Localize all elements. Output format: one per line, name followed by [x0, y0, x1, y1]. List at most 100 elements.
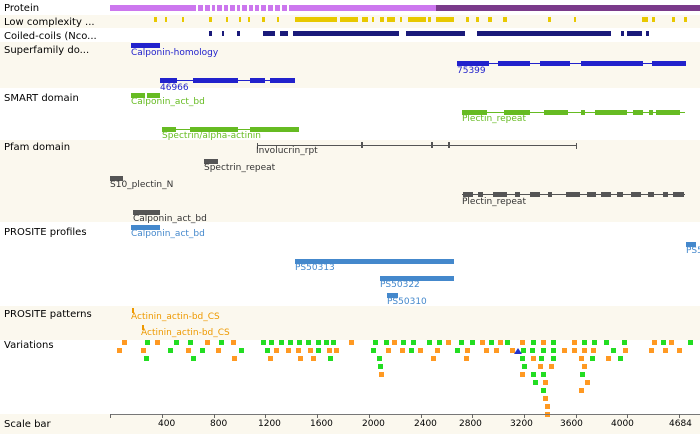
low-complexity-segment-4[interactable] — [209, 17, 212, 22]
superfamily-75399-block-1[interactable] — [457, 61, 489, 66]
variation-dot-48[interactable] — [168, 348, 173, 353]
superfamily-75399-block-4[interactable] — [581, 61, 643, 66]
pfam-plectin-block-8[interactable] — [587, 192, 596, 197]
pfam-plectin-block-3[interactable] — [493, 192, 507, 197]
variation-dot-2[interactable] — [145, 340, 150, 345]
variation-dot-49[interactable] — [186, 348, 191, 353]
variation-dot-46[interactable] — [117, 348, 122, 353]
variation-dot-35[interactable] — [541, 340, 546, 345]
superfamily-75399-block-2[interactable] — [498, 61, 530, 66]
variation-dot-82[interactable] — [649, 348, 654, 353]
variation-dot-6[interactable] — [205, 340, 210, 345]
low-complexity-segment-17[interactable] — [408, 17, 426, 22]
low-complexity-segment-28[interactable] — [672, 17, 675, 22]
variation-dot-54[interactable] — [274, 348, 279, 353]
smart-spectrin-block-2[interactable] — [190, 127, 238, 132]
coiled-coil-segment-9[interactable] — [621, 31, 624, 36]
coiled-coil-segment-2[interactable] — [222, 31, 224, 36]
low-complexity-segment-3[interactable] — [182, 17, 184, 22]
variation-dot-88[interactable] — [268, 356, 273, 361]
pfam-s10-plectin-n[interactable] — [110, 176, 123, 181]
variation-dot-19[interactable] — [373, 340, 378, 345]
variation-dot-90[interactable] — [311, 356, 316, 361]
variation-dot-69[interactable] — [484, 348, 489, 353]
variation-dot-99[interactable] — [579, 356, 584, 361]
pfam-plectin-block-12[interactable] — [648, 192, 654, 197]
low-complexity-segment-26[interactable] — [642, 17, 648, 22]
variation-dot-61[interactable] — [371, 348, 376, 353]
low-complexity-segment-14[interactable] — [380, 17, 384, 22]
smart-plectin-block-5[interactable] — [595, 110, 627, 115]
superfamily-46966-block-1[interactable] — [160, 78, 177, 83]
smart-plectin-block-1[interactable] — [462, 110, 487, 115]
variation-dot-21[interactable] — [392, 340, 397, 345]
variation-dot-115[interactable] — [585, 380, 590, 385]
superfamily-75399-block-5[interactable] — [652, 61, 686, 66]
variation-dot-25[interactable] — [437, 340, 442, 345]
low-complexity-segment-6[interactable] — [239, 17, 241, 22]
low-complexity-segment-19[interactable] — [436, 17, 454, 22]
variation-dot-9[interactable] — [261, 340, 266, 345]
variation-dot-51[interactable] — [216, 348, 221, 353]
variation-dot-39[interactable] — [592, 340, 597, 345]
variation-dot-72[interactable] — [521, 348, 526, 353]
variation-dot-89[interactable] — [298, 356, 303, 361]
coiled-coil-segment-5[interactable] — [280, 31, 288, 36]
variation-dot-98[interactable] — [551, 356, 556, 361]
variation-dot-74[interactable] — [541, 348, 546, 353]
smart-spectrin-block-3[interactable] — [250, 127, 299, 132]
variation-dot-108[interactable] — [379, 372, 384, 377]
coiled-coil-segment-4[interactable] — [263, 31, 275, 36]
variation-dot-110[interactable] — [531, 372, 536, 377]
pfam-spectrin-repeat[interactable] — [204, 159, 218, 164]
variation-dot-67[interactable] — [455, 348, 460, 353]
coiled-coil-segment-6[interactable] — [293, 31, 399, 36]
variation-dot-97[interactable] — [539, 356, 544, 361]
smart-plectin-block-6[interactable] — [633, 110, 643, 115]
variation-dot-8[interactable] — [231, 340, 236, 345]
smart-plectin-block-7[interactable] — [649, 110, 653, 115]
variation-dot-1[interactable] — [122, 340, 127, 345]
prosite-profile-calponin-act-bd[interactable] — [131, 225, 160, 230]
low-complexity-segment-29[interactable] — [684, 17, 687, 22]
variation-dot-81[interactable] — [623, 348, 628, 353]
variation-dot-23[interactable] — [411, 340, 416, 345]
variation-dot-76[interactable] — [562, 348, 567, 353]
variation-dot-86[interactable] — [191, 356, 196, 361]
variation-blue-triangle[interactable] — [514, 348, 522, 354]
pfam-plectin-block-4[interactable] — [515, 192, 520, 197]
pfam-plectin-block-10[interactable] — [617, 192, 623, 197]
variation-dot-5[interactable] — [188, 340, 193, 345]
variation-dot-63[interactable] — [400, 348, 405, 353]
variation-dot-41[interactable] — [622, 340, 627, 345]
variation-dot-7[interactable] — [219, 340, 224, 345]
variation-dot-40[interactable] — [604, 340, 609, 345]
variation-dot-14[interactable] — [306, 340, 311, 345]
pfam-calponin-act-bd[interactable] — [133, 210, 160, 215]
coiled-coil-segment-10[interactable] — [627, 31, 642, 36]
pfam-plectin-block-11[interactable] — [631, 192, 641, 197]
variation-dot-47[interactable] — [141, 348, 146, 353]
variation-dot-119[interactable] — [545, 404, 550, 409]
low-complexity-segment-22[interactable] — [488, 17, 492, 22]
smart-plectin-block-3[interactable] — [544, 110, 568, 115]
variation-dot-93[interactable] — [431, 356, 436, 361]
variation-dot-71[interactable] — [510, 348, 515, 353]
low-complexity-segment-25[interactable] — [574, 17, 576, 22]
variation-dot-112[interactable] — [580, 372, 585, 377]
variation-dot-30[interactable] — [489, 340, 494, 345]
variation-dot-83[interactable] — [663, 348, 668, 353]
variation-dot-65[interactable] — [418, 348, 423, 353]
variation-dot-75[interactable] — [551, 348, 556, 353]
variation-dot-62[interactable] — [386, 348, 391, 353]
variation-dot-22[interactable] — [401, 340, 406, 345]
variation-dot-57[interactable] — [308, 348, 313, 353]
smart-plectin-block-8[interactable] — [656, 110, 680, 115]
low-complexity-segment-1[interactable] — [154, 17, 157, 22]
coiled-coil-segment-8[interactable] — [477, 31, 611, 36]
superfamily-46966-block-3[interactable] — [250, 78, 265, 83]
variation-dot-103[interactable] — [378, 364, 383, 369]
variation-dot-11[interactable] — [279, 340, 284, 345]
variation-dot-68[interactable] — [465, 348, 470, 353]
variation-dot-92[interactable] — [377, 356, 382, 361]
